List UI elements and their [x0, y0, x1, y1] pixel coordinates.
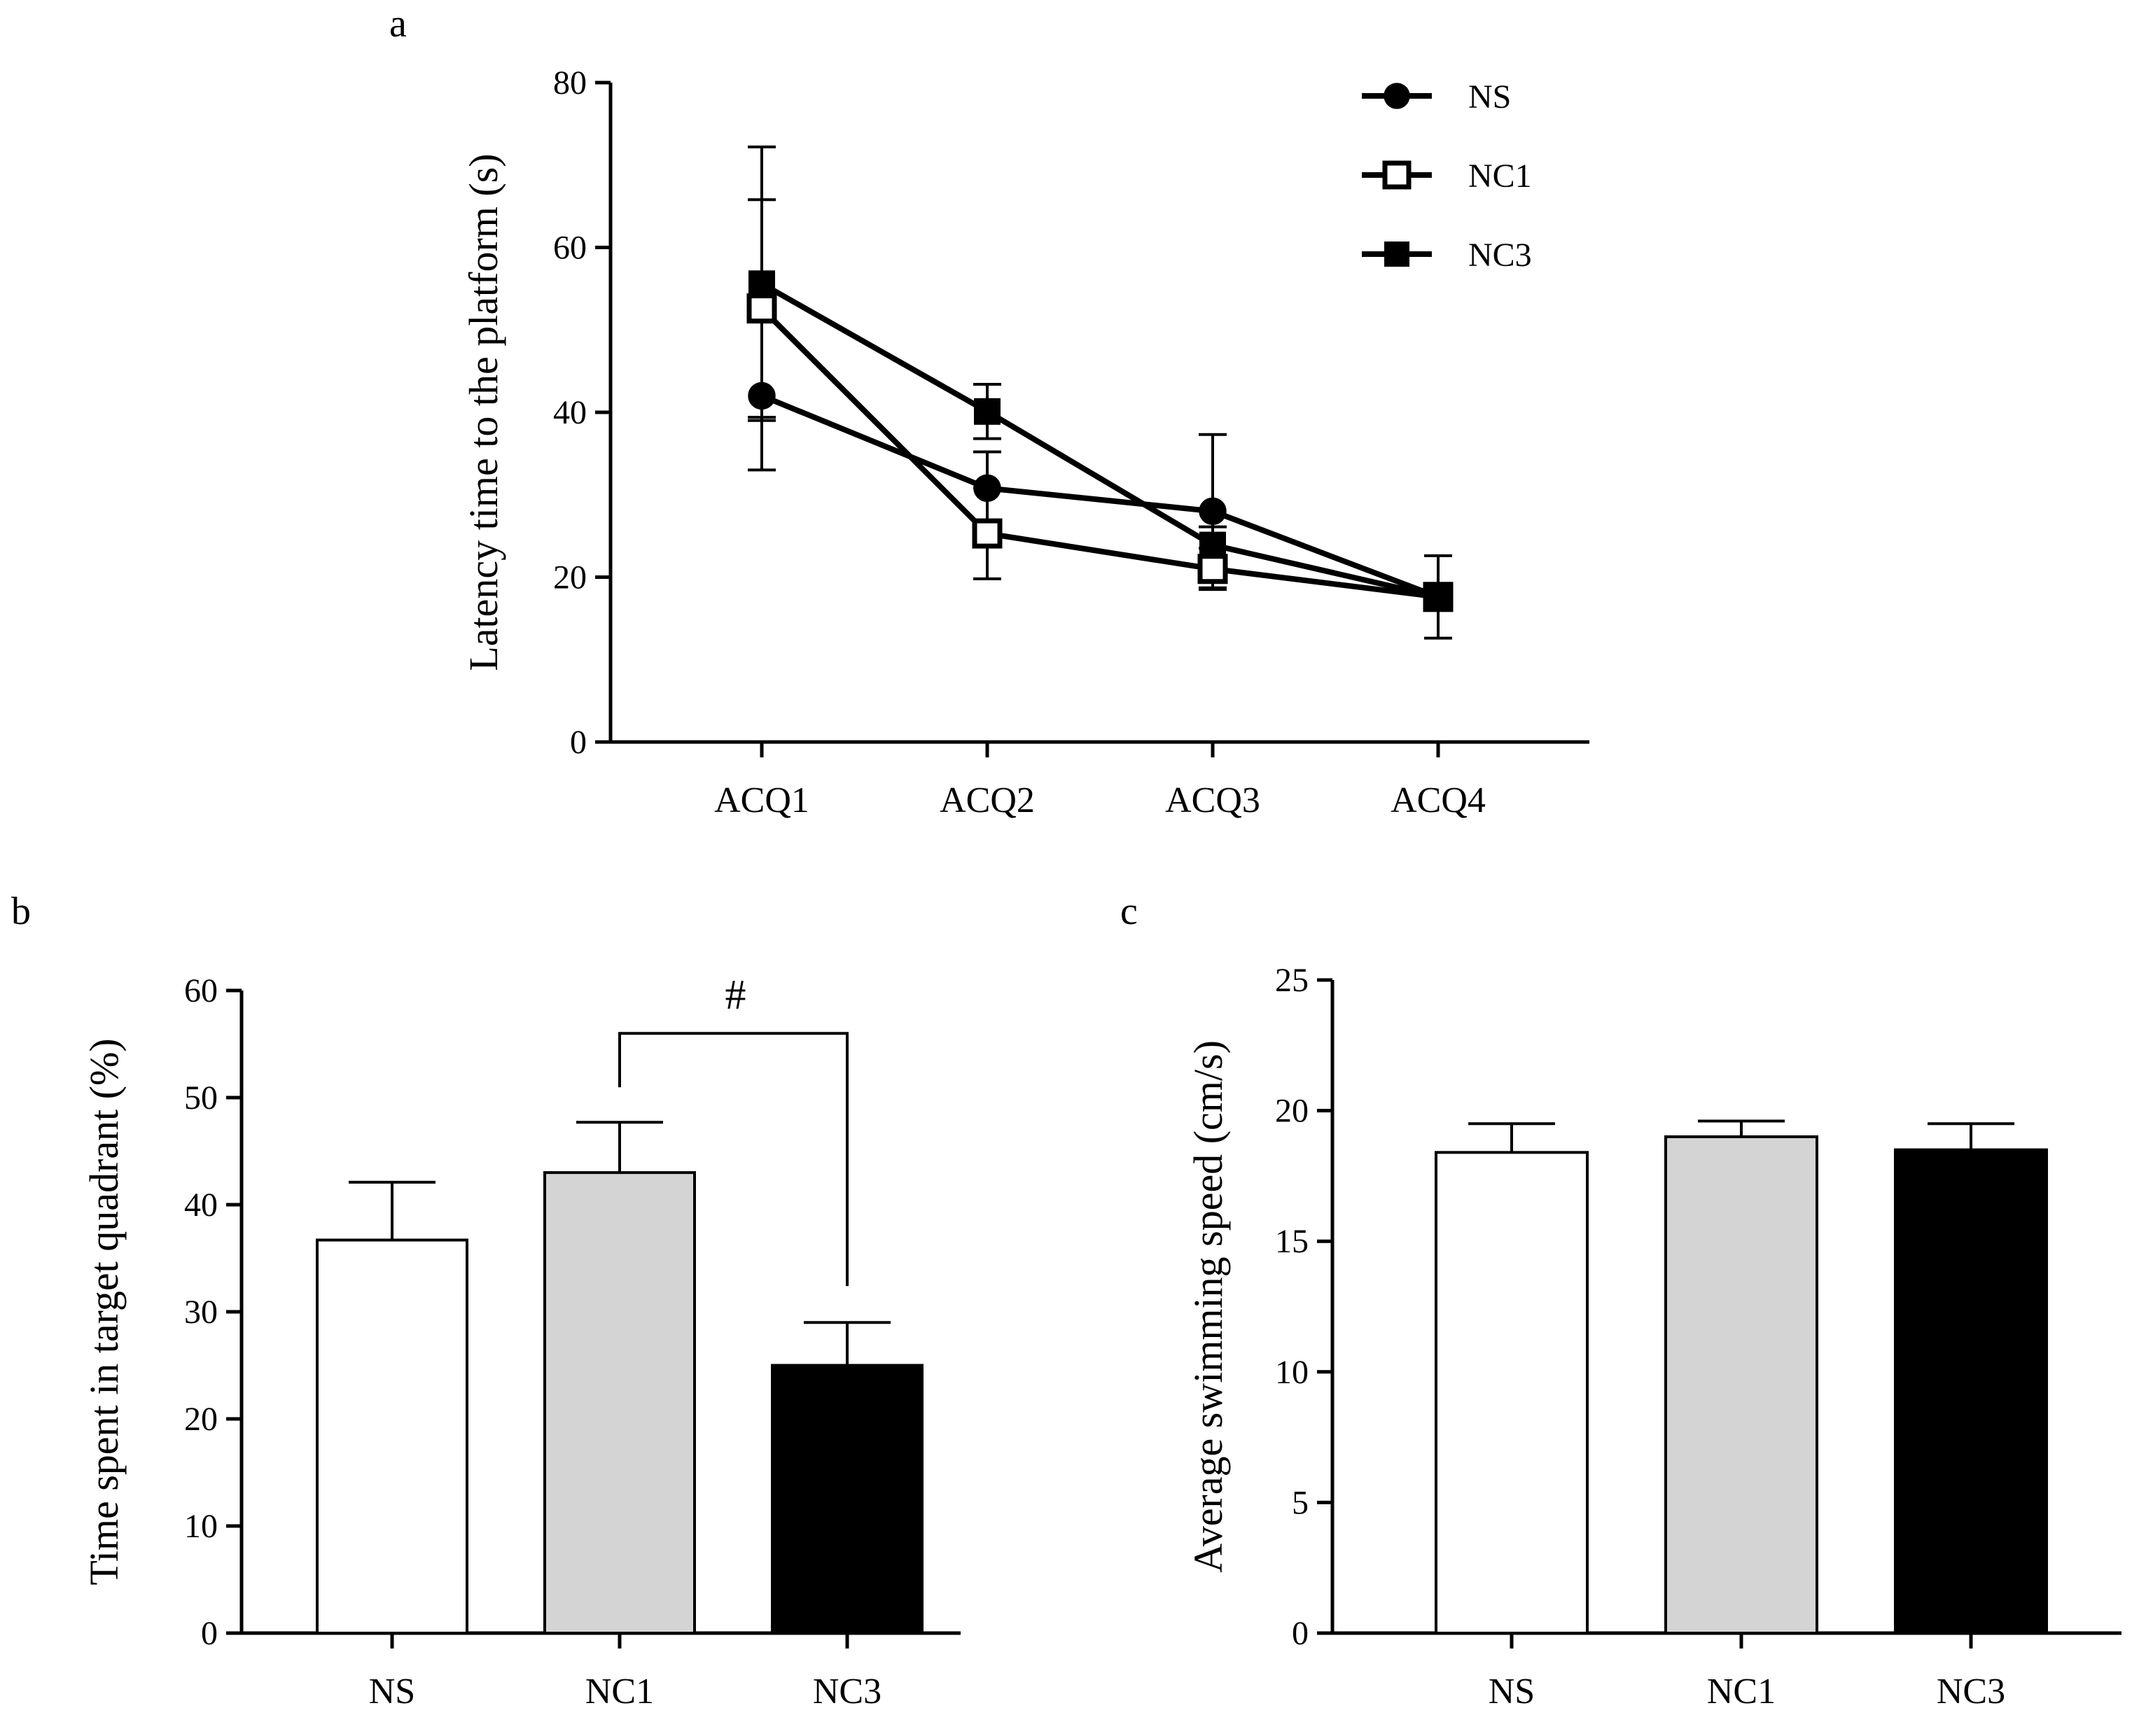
- y-axis-title: Average swimming speed (cm/s): [1185, 1040, 1231, 1573]
- y-tick-label: 10: [184, 1508, 218, 1545]
- data-point-nc1: [1197, 554, 1228, 584]
- x-tick-label: NC3: [813, 1672, 882, 1712]
- x-tick-label: ACQ2: [940, 780, 1035, 820]
- y-tick-label: 0: [201, 1615, 218, 1652]
- series-line-nc3: [760, 281, 1439, 600]
- data-point-nc1: [746, 293, 777, 324]
- panel-a-line-chart: 0 20 40 60 80 ACQ1 ACQ2 ACQ3 ACQ4 Latency time to…: [461, 64, 1589, 820]
- panel-c-bar-chart: 0 5 10 15 20 25 NS NC1 NC3 Average swimming speed…: [1185, 962, 2121, 1712]
- y-tick-label: 20: [553, 559, 587, 596]
- bar-nc1: [1664, 1135, 1818, 1635]
- y-tick-label: 20: [184, 1401, 218, 1438]
- bar-nc1: [543, 1171, 696, 1634]
- series-line-ns: [760, 393, 1440, 600]
- y-tick-label: 50: [184, 1079, 218, 1116]
- x-tick-label: NC1: [1707, 1672, 1776, 1712]
- y-tick-label: 40: [553, 394, 587, 431]
- y-tick-label: 5: [1292, 1484, 1309, 1521]
- panel-letter-a: a: [389, 2, 407, 46]
- y-tick-label: 0: [1292, 1615, 1309, 1652]
- legend-label-ns: NS: [1468, 78, 1511, 115]
- series-line-nc1: [760, 306, 1439, 600]
- x-tick-label: ACQ3: [1165, 780, 1260, 820]
- x-tick-label: NS: [369, 1672, 415, 1712]
- significance-bracket: [618, 1032, 849, 1287]
- data-point-nc3: [974, 398, 1001, 425]
- y-tick-label: 40: [184, 1186, 218, 1224]
- significance-marker: #: [725, 972, 746, 1018]
- x-tick-label: NC1: [585, 1672, 654, 1712]
- data-point-nc3: [1425, 583, 1451, 610]
- x-tick-label: ACQ4: [1391, 780, 1486, 820]
- y-tick-label: 0: [570, 724, 587, 761]
- x-tick-label: NC3: [1937, 1672, 2005, 1712]
- data-point-nc1: [972, 518, 1003, 549]
- data-point-ns: [748, 382, 776, 410]
- data-point-ns: [973, 474, 1001, 503]
- x-tick-label: NS: [1489, 1672, 1535, 1712]
- legend-marker-nc1: [1382, 160, 1412, 190]
- y-tick-label: 80: [553, 64, 587, 102]
- bar-nc3: [1894, 1148, 2048, 1634]
- data-point-ns: [1199, 497, 1227, 526]
- y-axis-title: Time spent in target quadrant (%): [81, 1038, 127, 1585]
- y-tick-label: 25: [1275, 962, 1309, 999]
- bar-nc3: [771, 1364, 924, 1634]
- y-tick-label: 30: [184, 1294, 218, 1331]
- panel-letter-c: c: [1120, 890, 1138, 933]
- data-point-nc3: [748, 270, 775, 298]
- legend-marker-ns: [1384, 83, 1410, 109]
- bar-ns: [316, 1238, 468, 1634]
- y-tick-label: 10: [1275, 1354, 1309, 1391]
- y-tick-label: 60: [553, 230, 587, 267]
- legend-label-nc1: NC1: [1468, 158, 1532, 195]
- bar-ns: [1435, 1151, 1589, 1634]
- x-tick-label: ACQ1: [714, 780, 809, 820]
- y-tick-label: 60: [184, 972, 218, 1009]
- legend-label-nc3: NC3: [1468, 237, 1532, 274]
- panel-letter-b: b: [11, 890, 31, 933]
- legend-marker-nc3: [1384, 241, 1409, 267]
- y-tick-label: 15: [1275, 1223, 1309, 1260]
- data-point-nc3: [1199, 531, 1226, 559]
- panel-b-bar-chart: 0 10 20 30 40 50 60 NS NC1 NC3 Time spent in targe…: [81, 972, 961, 1712]
- y-tick-label: 20: [1275, 1093, 1309, 1130]
- y-axis-title: Latency time to the platform (s): [461, 153, 506, 671]
